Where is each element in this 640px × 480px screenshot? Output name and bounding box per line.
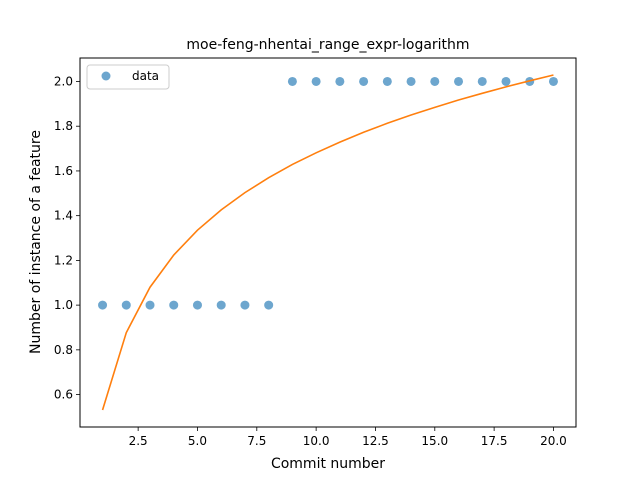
- y-tick-label: 1.0: [54, 298, 73, 312]
- x-tick-label: 7.5: [247, 434, 266, 448]
- fit-line: [101, 74, 554, 411]
- y-tick-label: 1.2: [54, 253, 73, 267]
- y-tick-label: 1.8: [54, 119, 73, 133]
- x-tick-label: 12.5: [362, 434, 389, 448]
- x-axis-label: Commit number: [271, 456, 385, 472]
- data-point: [382, 76, 392, 86]
- axes-frame: [79, 57, 577, 428]
- plot-area: [98, 74, 558, 411]
- data-point: [311, 76, 321, 86]
- data-point: [216, 300, 226, 310]
- y-axis-label: Number of instance of a feature: [28, 130, 44, 354]
- y-tick-label: 1.6: [54, 164, 73, 178]
- x-tick-label: 15.0: [421, 434, 448, 448]
- y-tick-label: 0.8: [54, 343, 73, 357]
- data-point: [454, 76, 464, 86]
- data-point: [240, 300, 250, 310]
- legend: data: [86, 64, 170, 90]
- chart-title: moe-feng-nhentai_range_expr-logarithm: [186, 37, 469, 53]
- legend-box: [86, 64, 170, 90]
- y-tick-label: 2.0: [54, 74, 73, 88]
- legend-label-data: data: [132, 69, 159, 83]
- y-tick-label: 0.6: [54, 388, 73, 402]
- data-point: [477, 76, 487, 86]
- data-point: [406, 76, 416, 86]
- data-point: [501, 76, 511, 86]
- y-tick-label: 1.4: [54, 209, 73, 223]
- data-point: [121, 300, 131, 310]
- data-point: [98, 300, 108, 310]
- data-point: [169, 300, 179, 310]
- x-tick-label: 2.5: [129, 434, 148, 448]
- data-point: [430, 76, 440, 86]
- data-point: [359, 76, 369, 86]
- legend-marker-data: [101, 71, 111, 81]
- y-axis: 0.6 0.8 1.0 1.2 1.4 1.6 1.8 2.0: [54, 74, 80, 402]
- x-tick-label: 20.0: [540, 434, 567, 448]
- x-axis: 2.5 5.0 7.5 10.0 12.5 15.0 17.5 20.0: [129, 427, 567, 448]
- data-point: [548, 76, 558, 86]
- data-point: [192, 300, 202, 310]
- data-point: [145, 300, 155, 310]
- x-tick-label: 5.0: [188, 434, 207, 448]
- data-point: [335, 76, 345, 86]
- data-point: [264, 300, 274, 310]
- data-point: [287, 76, 297, 86]
- x-tick-label: 10.0: [303, 434, 330, 448]
- x-tick-label: 17.5: [481, 434, 508, 448]
